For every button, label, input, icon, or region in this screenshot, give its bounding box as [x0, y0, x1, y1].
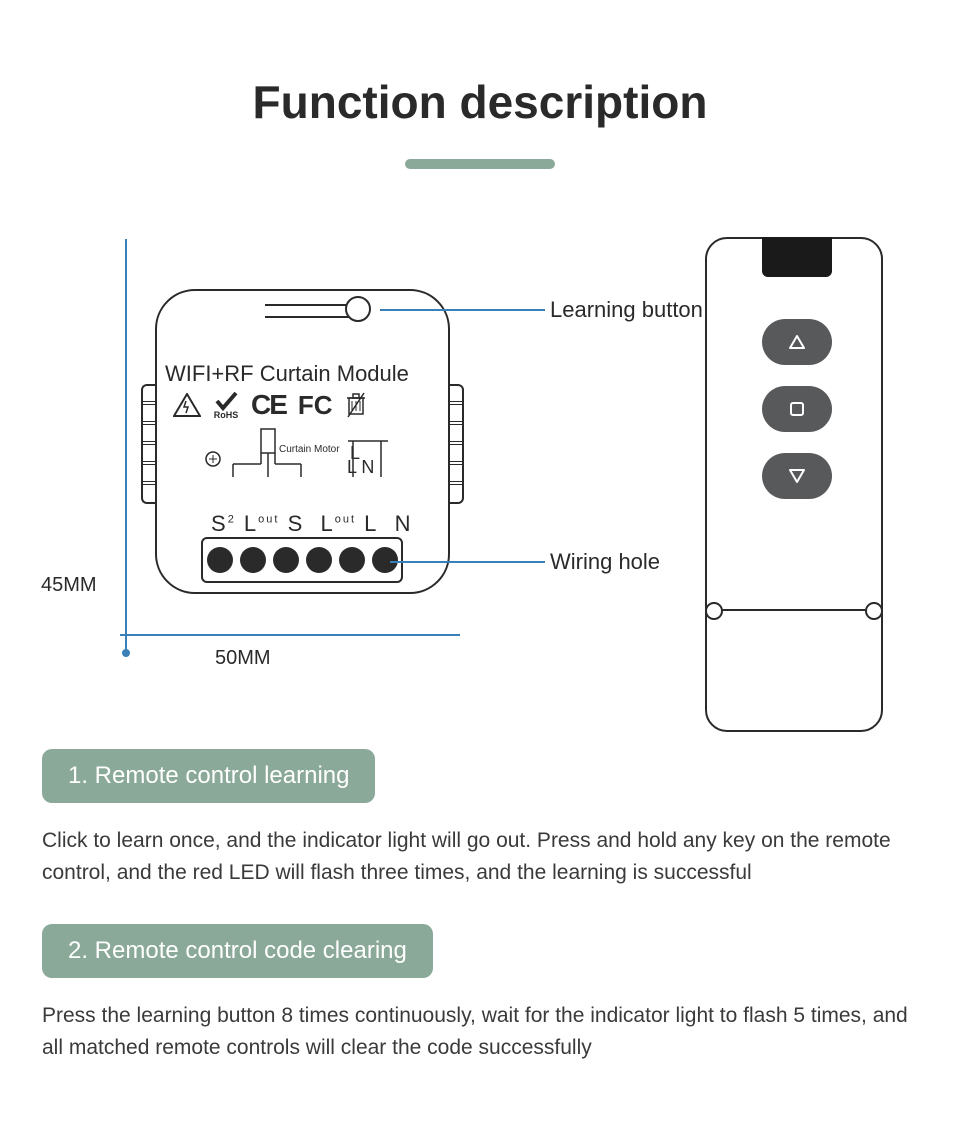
terminal-block	[201, 537, 403, 583]
dim-height-label: 45MM	[41, 574, 97, 597]
title-underline	[405, 159, 555, 169]
callout-line-wiring	[390, 561, 545, 563]
module-side-tab	[450, 384, 464, 504]
description-sections: 1. Remote control learning Click to lear…	[0, 749, 960, 1063]
callout-wiring-hole: Wiring hole	[550, 549, 660, 575]
remote-down-button[interactable]	[762, 453, 832, 499]
module-title-label: WIFI+RF Curtain Module	[165, 361, 409, 387]
learning-button-shape	[265, 297, 380, 323]
dim-line-horizontal	[120, 634, 460, 636]
remote-control	[705, 237, 883, 732]
rohs-icon: RoHS	[213, 390, 239, 420]
terminal-labels: S2 Lout S Lout L N	[211, 511, 412, 537]
ln-top-label: L N	[347, 457, 374, 478]
dim-dot	[122, 649, 130, 657]
remote-divider	[707, 609, 881, 611]
dim-line-vertical	[125, 239, 127, 654]
weee-icon	[345, 392, 367, 418]
fc-icon: FC	[298, 390, 333, 421]
callout-line-learning	[380, 309, 545, 311]
dim-width-label: 50MM	[215, 647, 271, 670]
callout-learning-button: Learning button	[550, 297, 703, 323]
section-1-pill: 1. Remote control learning	[42, 749, 375, 803]
module-side-tab	[141, 384, 155, 504]
diagram-section: 45MM 50MM WIFI+RF Curtain Module	[0, 219, 960, 739]
section-1-body: Click to learn once, and the indicator l…	[42, 825, 918, 888]
remote-stop-button[interactable]	[762, 386, 832, 432]
page-title: Function description	[0, 0, 960, 129]
cert-icons-row: RoHS CE FC	[173, 389, 367, 421]
danger-icon	[173, 393, 201, 417]
remote-top-indicator	[762, 237, 832, 277]
remote-up-button[interactable]	[762, 319, 832, 365]
section-2-body: Press the learning button 8 times contin…	[42, 1000, 918, 1063]
curtain-motor-label: Curtain Motor	[279, 444, 340, 455]
ce-icon: CE	[251, 389, 286, 421]
section-2-pill: 2. Remote control code clearing	[42, 924, 433, 978]
